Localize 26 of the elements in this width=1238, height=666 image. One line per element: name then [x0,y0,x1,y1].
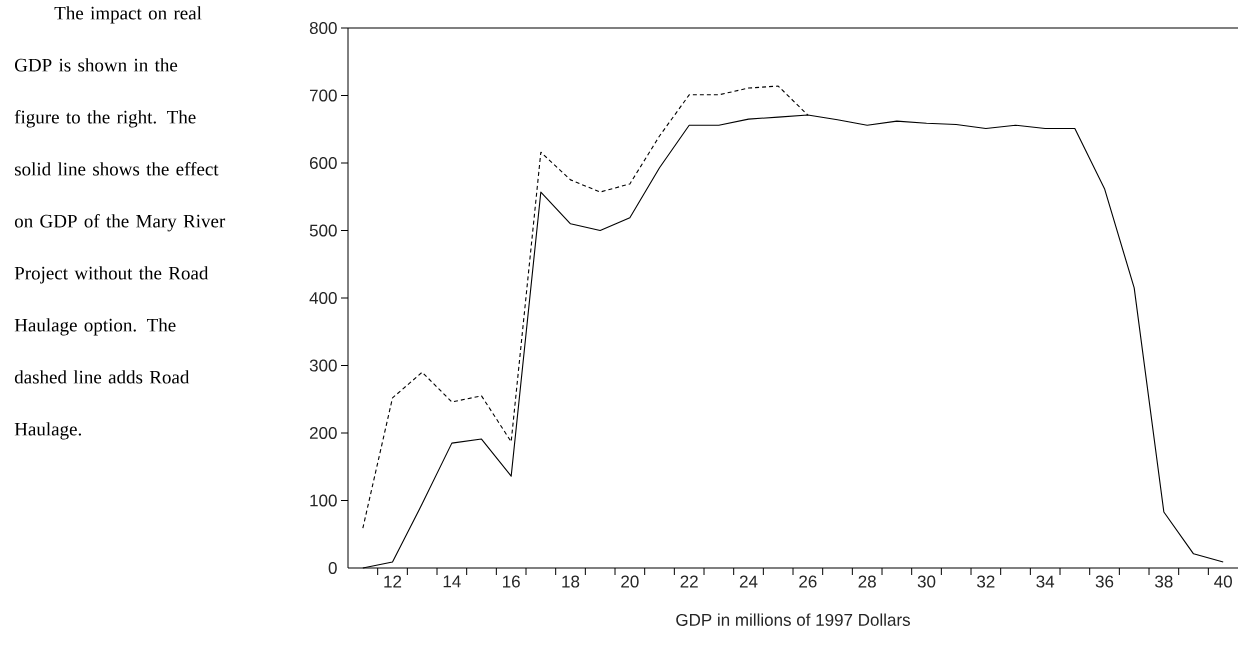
y-tick-label: 0 [328,561,337,575]
x-tick-label: 18 [562,575,580,588]
x-tick-label: 20 [621,575,639,588]
x-tick-label: 38 [1155,575,1173,588]
y-tick-label: 200 [309,426,337,440]
x-tick-label: 28 [858,575,876,588]
y-tick-label: 800 [309,21,337,35]
text: The impact on real GDP is shown in the figure to the right. The solid line shows the effect on GDP of the Mary River Project without the Road Haulage option. The dashed line adds Road Haulage. [14,6,226,440]
y-tick-label: 100 [310,494,337,507]
y-tick-label: 500 [309,224,337,237]
x-tick-label: 16 [503,575,520,588]
y-tick-label: 400 [309,291,337,305]
x-tick-label: 32 [977,575,995,588]
x-tick-label: 12 [384,575,402,588]
x-tick-label: 24 [739,575,758,588]
y-tick-label: 600 [309,156,337,170]
x-tick-label: 22 [680,575,698,588]
x-tick-label: 26 [799,575,817,588]
x-tick-label: 30 [917,575,936,588]
y-tick-label: 300 [309,359,337,372]
y-tick-label: 700 [309,89,337,102]
x-tick-label: 40 [1214,575,1232,588]
x-tick-label: 36 [1095,575,1114,588]
x-tick-label: 34 [1036,575,1055,588]
x-axis-title: GDP in millions of 1997 Dollars [676,613,910,626]
x-tick-label: 14 [443,575,461,588]
